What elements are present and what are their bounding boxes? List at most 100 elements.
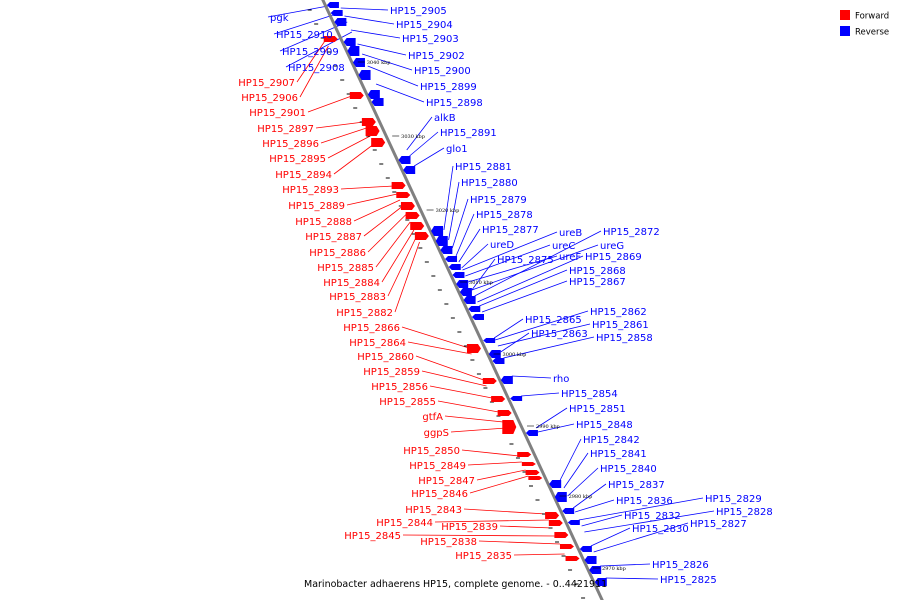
- reverse-gene-arrow: [579, 546, 592, 552]
- gene-label-hp15-2839: HP15_2839: [441, 522, 498, 533]
- gene-label-hp15-2901: HP15_2901: [249, 108, 306, 119]
- forward-gene-arrow: [396, 192, 411, 198]
- reverse-gene-arrow: [431, 226, 444, 236]
- gene-label-hp15-2847: HP15_2847: [418, 476, 475, 487]
- gene-label-hp15-2856: HP15_2856: [371, 382, 428, 393]
- leader-line: [367, 213, 407, 253]
- forward-gene-arrow: [517, 452, 532, 457]
- gene-label-hp15-2899: HP15_2899: [420, 82, 477, 93]
- tick-label: 2990 kbp: [536, 424, 560, 430]
- gene-label-hp15-2898: HP15_2898: [426, 98, 483, 109]
- gene-label-hp15-2877: HP15_2877: [482, 225, 539, 236]
- forward-gene-arrow: [545, 512, 560, 519]
- reverse-gene-arrow: [440, 246, 453, 254]
- gene-label-hp15-2832: HP15_2832: [624, 511, 681, 522]
- reverse-gene-arrow: [500, 376, 513, 384]
- reverse-gene-arrow: [326, 2, 339, 8]
- gene-label-hp15-2829: HP15_2829: [705, 494, 762, 505]
- reverse-gene-arrow: [562, 508, 575, 514]
- leader-line: [476, 469, 526, 481]
- leader-line: [443, 165, 454, 231]
- leader-line: [340, 185, 394, 190]
- gene-label-pgk: pgk: [270, 13, 289, 24]
- gene-label-hp15-2843: HP15_2843: [405, 505, 462, 516]
- legend-reverse-label: Reverse: [855, 28, 889, 38]
- leader-line: [471, 244, 599, 291]
- gene-label-hp15-2850: HP15_2850: [403, 446, 460, 457]
- gene-label-ureb: ureB: [559, 228, 582, 239]
- forward-gene-arrow: [554, 532, 569, 538]
- gene-label-hp15-2897: HP15_2897: [257, 124, 314, 135]
- forward-gene-arrow: [414, 232, 429, 240]
- leader-line: [381, 229, 415, 283]
- leader-line: [590, 527, 631, 547]
- gene-label-hp15-2836: HP15_2836: [616, 496, 673, 507]
- leader-line: [581, 514, 623, 527]
- gene-label-hp15-2859: HP15_2859: [363, 367, 420, 378]
- leader-line: [340, 7, 389, 11]
- leader-line: [375, 221, 411, 268]
- leader-line: [367, 65, 419, 87]
- leader-line: [479, 269, 568, 307]
- gene-label-hp15-2875: HP15_2875: [497, 255, 554, 266]
- gene-label-ggps: ggpS: [424, 428, 449, 439]
- leader-line: [320, 127, 367, 144]
- leader-line: [307, 95, 352, 113]
- reverse-gene-arrow: [549, 480, 562, 488]
- forward-gene-arrow: [371, 138, 386, 147]
- reverse-gene-arrow: [334, 18, 347, 26]
- gene-label-hp15-2860: HP15_2860: [357, 352, 414, 363]
- leader-line: [361, 53, 413, 71]
- leader-line: [593, 522, 689, 553]
- gene-label-uref: ureF: [559, 252, 581, 263]
- gene-label-hp15-2888: HP15_2888: [295, 217, 352, 228]
- gene-label-hp15-2896: HP15_2896: [262, 139, 319, 150]
- gene-label-hp15-2882: HP15_2882: [336, 308, 393, 319]
- gene-label-hp15-2849: HP15_2849: [409, 461, 466, 472]
- gene-label-hp15-2883: HP15_2883: [329, 292, 386, 303]
- leader-line: [421, 370, 487, 387]
- tick-label: 3010 kbp: [469, 280, 493, 286]
- forward-gene-arrow: [548, 520, 563, 526]
- leader-line: [499, 525, 553, 529]
- tick-label: 3000 kbp: [503, 352, 527, 358]
- leader-line: [315, 121, 364, 129]
- gene-label-hp15-2863: HP15_2863: [531, 329, 588, 340]
- leader-line: [296, 39, 326, 83]
- leader-line: [474, 230, 602, 297]
- leader-line: [387, 235, 418, 297]
- leader-line: [605, 577, 659, 580]
- gene-label-hp15-2841: HP15_2841: [590, 449, 647, 460]
- leader-line: [406, 116, 433, 151]
- label-leader-lines: [267, 3, 715, 580]
- reverse-gene-arrow: [459, 288, 472, 296]
- gene-label-hp15-2889: HP15_2889: [288, 201, 345, 212]
- leader-line: [537, 423, 575, 433]
- leader-line: [437, 400, 499, 413]
- reverse-gene-arrow: [435, 236, 448, 246]
- gene-label-hp15-2867: HP15_2867: [569, 277, 626, 288]
- gene-label-hp15-2878: HP15_2878: [476, 210, 533, 221]
- leader-line: [394, 241, 420, 313]
- gene-label-hp15-2854: HP15_2854: [561, 389, 618, 400]
- leader-line: [471, 258, 496, 291]
- leader-line: [401, 326, 469, 349]
- gene-label-hp15-2845: HP15_2845: [344, 531, 401, 542]
- gene-label-hp15-2828: HP15_2828: [716, 507, 773, 518]
- leader-line: [584, 510, 715, 533]
- leader-line: [511, 375, 552, 379]
- reverse-gene-arrow: [567, 520, 580, 525]
- gene-label-hp15-2825: HP15_2825: [660, 575, 717, 586]
- legend: Forward Reverse: [840, 10, 889, 38]
- reverse-gene-arrow: [398, 156, 411, 164]
- leader-line: [567, 467, 599, 497]
- leader-line: [481, 280, 568, 313]
- gene-label-hp15-2862: HP15_2862: [590, 307, 647, 318]
- forward-gene-arrow: [361, 118, 376, 126]
- forward-gene-arrow: [497, 410, 512, 416]
- gene-label-hp15-2846: HP15_2846: [411, 489, 468, 500]
- gene-label-ureg: ureG: [600, 241, 624, 252]
- reverse-gene-arrow: [330, 10, 343, 16]
- leader-line: [451, 198, 469, 249]
